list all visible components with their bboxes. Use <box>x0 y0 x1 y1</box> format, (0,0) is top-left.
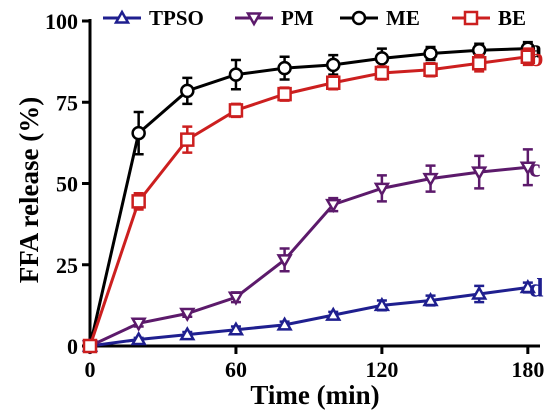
data-point-pm <box>179 307 196 323</box>
data-point-pm <box>422 172 439 188</box>
legend-label-me: ME <box>386 6 420 30</box>
x-tick-label: 180 <box>511 357 544 382</box>
legend-label-be: BE <box>498 6 526 30</box>
data-point-be <box>180 132 195 147</box>
data-point-be <box>471 56 487 71</box>
legend-label-pm: PM <box>281 6 314 30</box>
series-line-tpso <box>89 286 529 348</box>
data-point-tpso <box>179 326 196 341</box>
legend-marker-me <box>351 10 367 26</box>
data-point-be <box>374 65 390 81</box>
data-point-be <box>131 194 146 209</box>
data-point-pm <box>276 254 293 269</box>
series-layer: d cab <box>81 35 544 355</box>
data-point-tpso <box>325 306 342 321</box>
legend-item-pm: PM <box>235 6 314 30</box>
series-pm: c <box>81 148 541 355</box>
series-line-pm <box>89 165 528 348</box>
x-axis-title: Time (min) <box>250 380 379 410</box>
series-tpso: d <box>81 274 544 352</box>
data-point-me <box>131 125 146 141</box>
data-point-me <box>180 83 195 99</box>
legend-marker-pm <box>245 12 263 27</box>
series-line-me <box>88 47 528 347</box>
y-axis-title: FFA release (%) <box>14 97 44 283</box>
y-tick-label: 75 <box>56 90 78 115</box>
data-point-me <box>277 60 292 76</box>
data-point-me <box>374 51 390 66</box>
data-point-be <box>520 49 536 64</box>
data-point-tpso <box>422 291 439 307</box>
legend-label-tpso: TPSO <box>149 6 204 30</box>
y-tick-label: 50 <box>56 172 78 197</box>
data-point-be <box>325 75 341 90</box>
legend-marker-tpso <box>113 9 131 24</box>
data-point-tpso <box>276 316 293 331</box>
data-point-tpso <box>519 278 536 294</box>
data-point-pm <box>130 317 147 332</box>
series-me: a <box>82 35 542 354</box>
data-point-pm <box>373 182 391 197</box>
data-point-pm <box>471 166 488 181</box>
legend-item-me: ME <box>340 6 420 30</box>
end-label-tpso: d <box>529 274 544 303</box>
data-point-tpso <box>130 330 147 346</box>
end-label-pm: c <box>529 153 541 182</box>
data-point-me <box>325 57 341 73</box>
data-point-be <box>228 103 244 118</box>
data-point-tpso <box>227 321 245 336</box>
data-point-pm <box>325 198 342 214</box>
data-point-me <box>423 46 438 61</box>
x-tick-label: 120 <box>365 357 398 382</box>
y-tick-label: 0 <box>67 334 78 359</box>
y-tick-label: 100 <box>45 9 78 34</box>
data-point-be <box>423 62 438 77</box>
data-point-me <box>228 67 244 82</box>
data-point-be <box>82 338 98 354</box>
axes: 0 25 50 75 100 0 60 120 180 <box>45 9 544 382</box>
data-point-tpso <box>471 285 488 300</box>
legend-marker-be <box>463 10 479 26</box>
series-be: b <box>82 43 543 354</box>
legend: TPSO PM ME BE <box>103 6 526 30</box>
data-point-tpso <box>373 296 391 312</box>
legend-item-be: BE <box>452 6 526 30</box>
end-label-be: b <box>529 43 543 72</box>
legend-item-tpso: TPSO <box>103 6 204 30</box>
data-point-pm <box>227 291 245 306</box>
x-tick-label: 0 <box>85 357 96 382</box>
data-point-be <box>277 86 292 102</box>
series-line-be <box>88 55 529 347</box>
data-point-pm <box>519 161 536 176</box>
y-tick-label: 25 <box>56 253 78 278</box>
x-tick-label: 60 <box>225 357 247 382</box>
